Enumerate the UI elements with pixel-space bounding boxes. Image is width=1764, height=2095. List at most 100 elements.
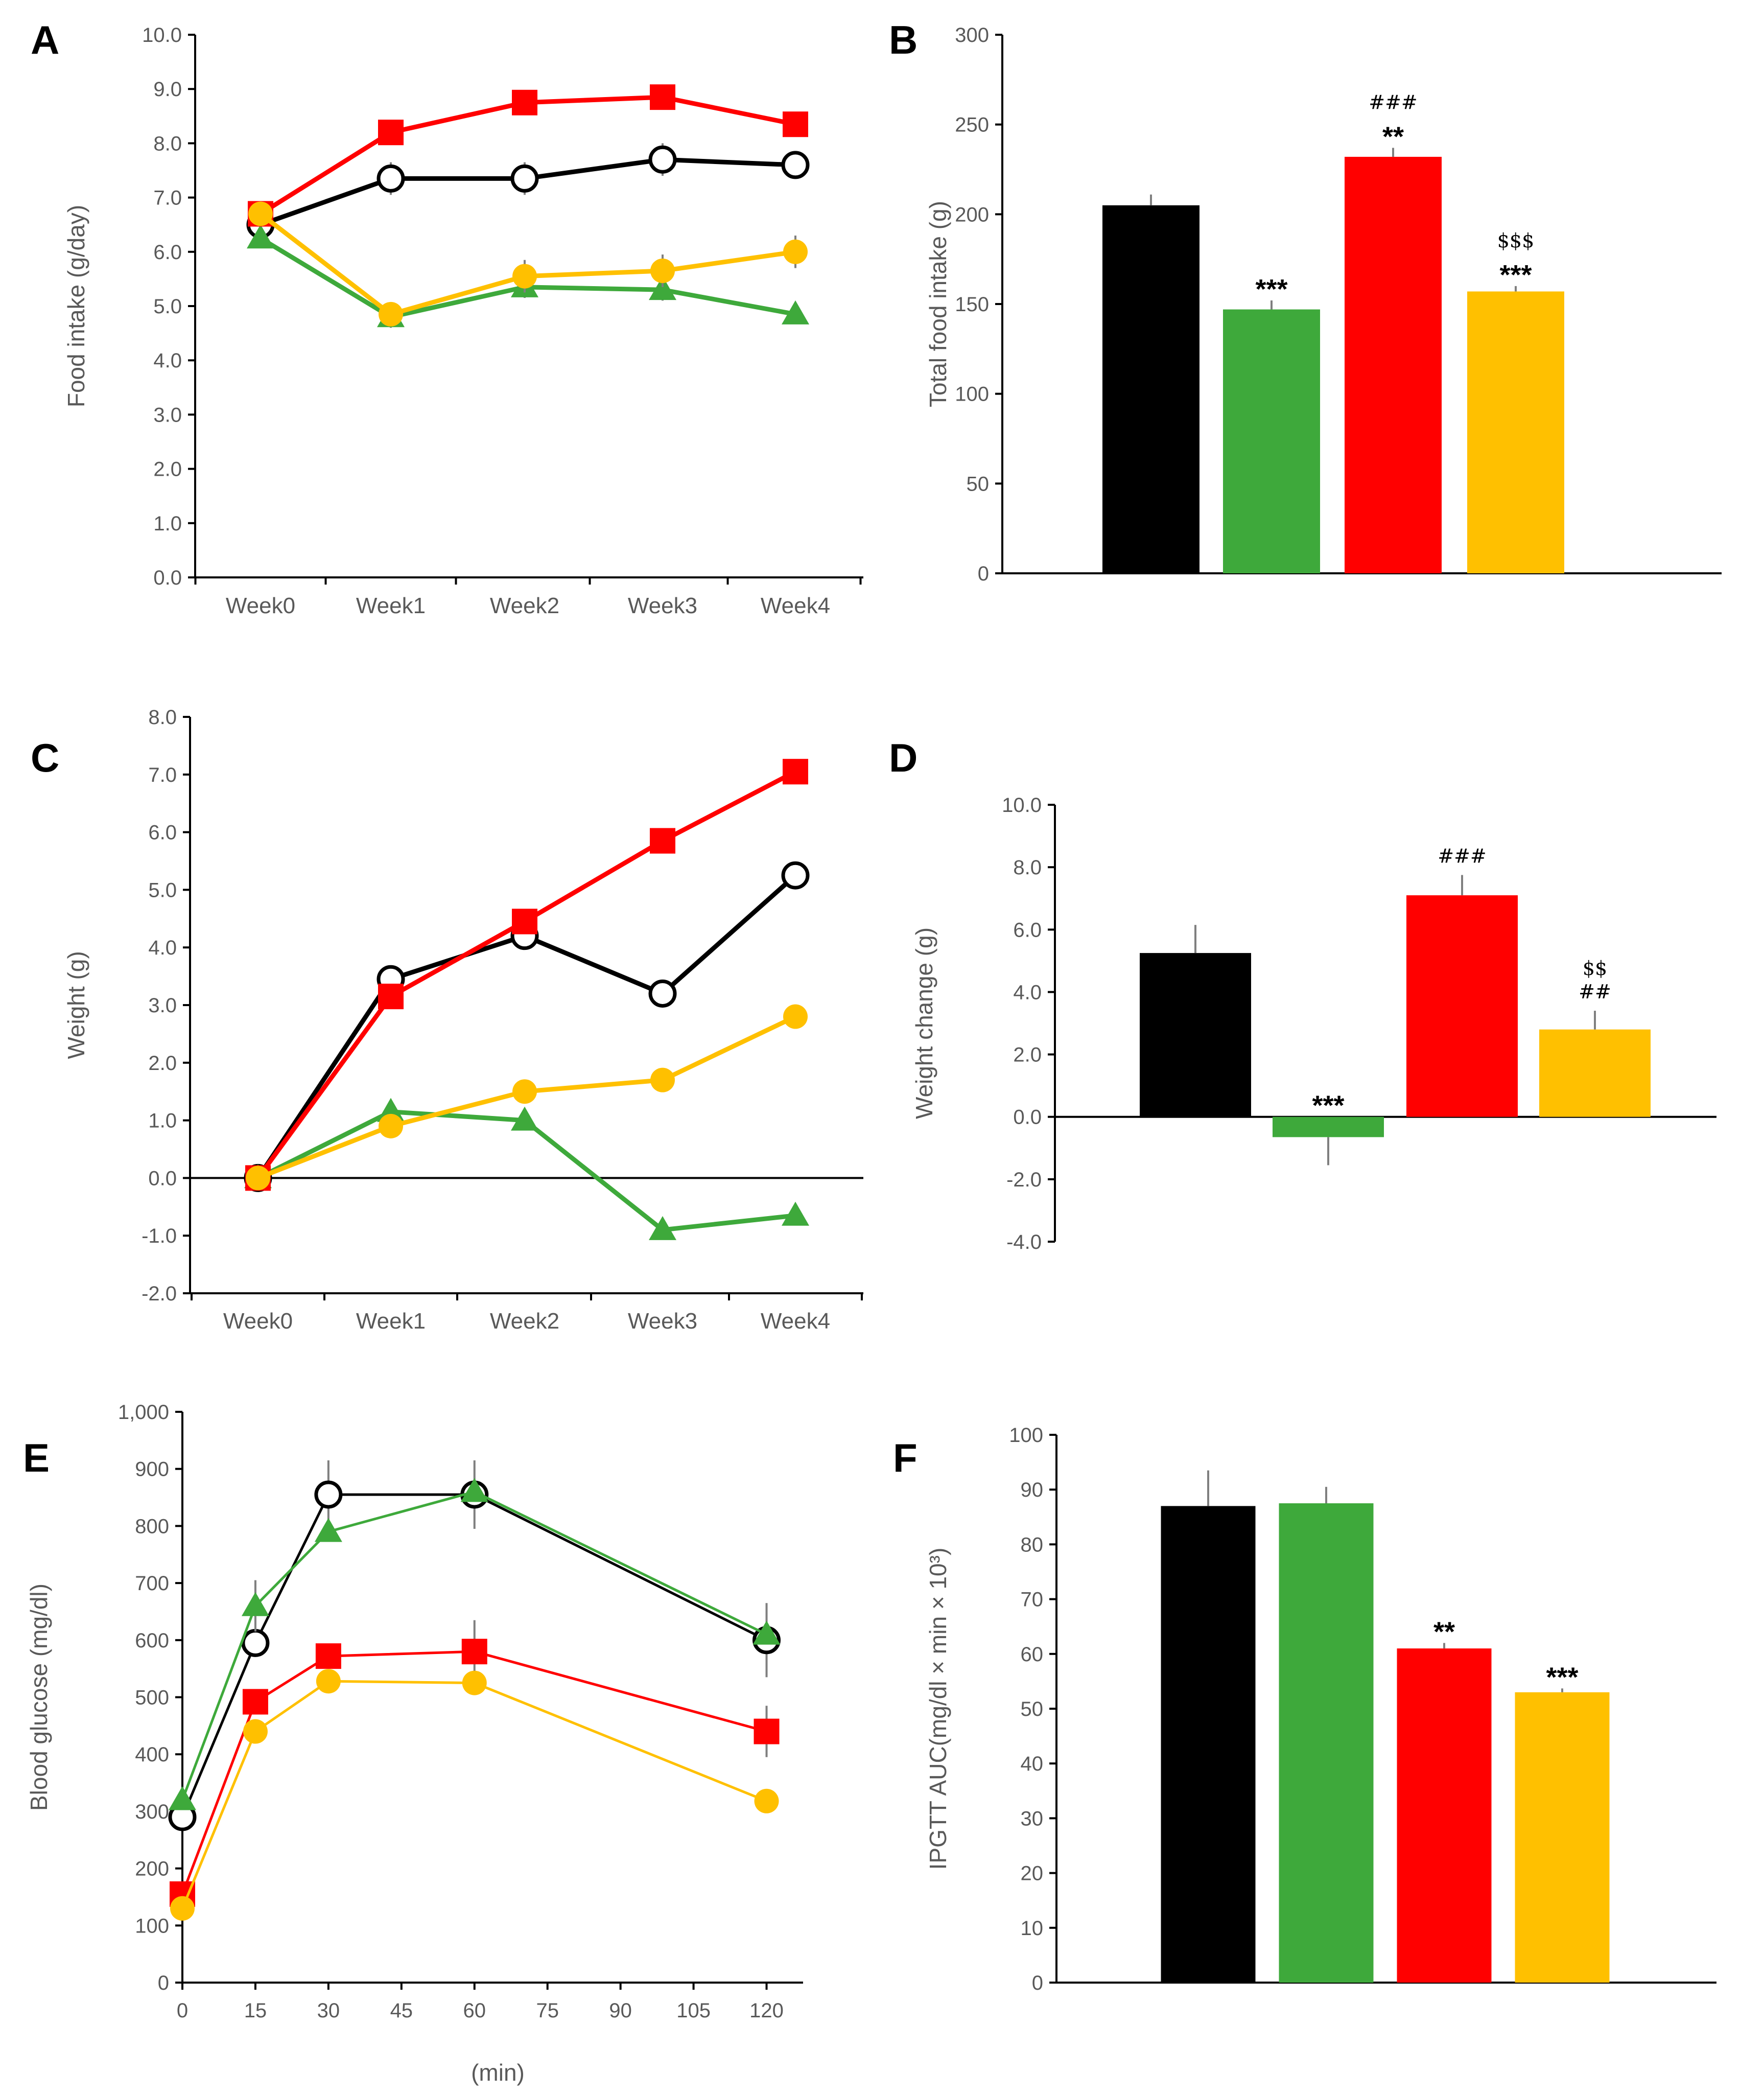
panel-letter: F	[893, 1435, 918, 1480]
data-point-open-circle	[510, 164, 539, 193]
y-tick-label: 5.0	[153, 295, 182, 318]
y-tick-label: 150	[955, 293, 989, 316]
x-tick-label: Week4	[761, 1309, 830, 1334]
x-tick-label: Week1	[356, 593, 426, 618]
data-point-triangle	[247, 224, 274, 249]
data-point-circle	[379, 1113, 403, 1138]
y-tick-label: 200	[955, 203, 989, 226]
series	[246, 143, 810, 239]
y-tick-label: 50	[967, 473, 990, 495]
data-point-circle	[246, 1166, 270, 1191]
y-tick-label: 2.0	[1013, 1044, 1042, 1066]
y-tick-label: 0	[1032, 1972, 1043, 1994]
bar	[1467, 291, 1564, 573]
series	[170, 1669, 779, 1921]
data-point-square	[783, 111, 808, 137]
y-tick-label: 4.0	[1013, 981, 1042, 1004]
panel-a: 0.0 1.0 2.0 3.0 4.0 5.0 6.0 7.0 8.0 9.0 10.0 Food i…	[31, 17, 863, 618]
y-axis-title: Blood glucose (mg/dl)	[26, 1584, 52, 1811]
y-tick-label: 6.0	[1013, 919, 1042, 941]
data-point-open-circle	[377, 164, 405, 193]
bar	[1223, 309, 1320, 573]
y-tick-label: 900	[135, 1458, 169, 1481]
data-point-square	[461, 1639, 487, 1665]
data-point-triangle	[782, 300, 809, 324]
significance-label: $$$	[1497, 229, 1535, 252]
significance-label: ***	[1312, 1090, 1344, 1121]
significance-label: $$	[1583, 957, 1607, 980]
x-tick-label: Week2	[490, 593, 559, 618]
panel-d: -4.0 -2.0 0.0 2.0 4.0 6.0 8.0 10.0 Weight change…	[889, 735, 1716, 1253]
y-axis-title: Weight (g)	[63, 951, 89, 1059]
y-tick-label: 9.0	[153, 78, 182, 101]
y-tick-label: 400	[135, 1743, 169, 1766]
data-point-open-circle	[648, 979, 677, 1008]
data-point-circle	[754, 1788, 779, 1813]
y-tick-label: 0.0	[1013, 1106, 1042, 1129]
data-point-square	[650, 84, 675, 110]
x-tick-label: Week2	[490, 1309, 559, 1334]
y-tick-label: 40	[1021, 1753, 1044, 1775]
series	[244, 1098, 809, 1240]
data-point-square	[754, 1718, 780, 1744]
bar	[1397, 1648, 1492, 1983]
data-point-triangle	[649, 276, 676, 300]
y-axis-title: IPGTT AUC(mg/dl × min × 10³)	[925, 1548, 951, 1870]
y-tick-label: 7.0	[148, 764, 177, 786]
significance-label: ###	[1438, 845, 1487, 867]
y-tick-label: 100	[135, 1915, 169, 1937]
significance-label: ###	[1369, 91, 1418, 113]
data-point-circle	[379, 301, 403, 327]
y-tick-label: 300	[955, 24, 989, 46]
data-point-triangle	[377, 1098, 405, 1122]
y-tick-label: 30	[1021, 1807, 1044, 1830]
bar	[1345, 156, 1442, 573]
data-point-circle	[512, 1079, 537, 1104]
y-tick-label: 8.0	[148, 706, 177, 729]
x-tick-label: Week4	[761, 593, 830, 618]
y-tick-label: 100	[1009, 1424, 1043, 1447]
x-tick-label: 105	[676, 1999, 711, 2022]
x-tick-label: 0	[177, 1999, 188, 2022]
y-tick-label: 60	[1021, 1643, 1044, 1666]
x-tick-label: Week3	[628, 1309, 697, 1334]
bar	[1279, 1503, 1374, 1983]
panel-letter: C	[31, 735, 59, 780]
x-tick-label: Week3	[628, 593, 697, 618]
y-tick-label: 10.0	[142, 24, 182, 46]
data-point-circle	[243, 1719, 268, 1744]
bar	[1161, 1506, 1256, 1983]
data-point-square	[650, 828, 675, 854]
data-point-triangle	[782, 1201, 809, 1226]
data-point-triangle	[241, 1592, 269, 1616]
data-point-open-circle	[648, 145, 677, 174]
data-point-circle	[650, 1067, 675, 1092]
data-point-square	[315, 1643, 341, 1669]
data-point-square	[378, 120, 404, 146]
series	[170, 1620, 780, 1907]
y-tick-label: 300	[135, 1801, 169, 1823]
y-tick-label: 600	[135, 1630, 169, 1652]
data-point-square	[512, 89, 537, 115]
x-tick-label: 90	[609, 1999, 632, 2022]
y-axis-title: Weight change (g)	[911, 927, 937, 1119]
data-point-circle	[316, 1669, 341, 1694]
data-point-circle	[650, 258, 675, 283]
data-point-square	[378, 984, 404, 1010]
x-tick-label: Week0	[226, 593, 295, 618]
data-point-triangle	[649, 1216, 676, 1240]
data-point-triangle	[169, 1786, 196, 1810]
y-tick-label: -1.0	[142, 1225, 177, 1247]
panel-c: -2.0 -1.0 0.0 1.0 2.0 3.0 4.0 5.0 6.0 7.0 8.0 Weigh…	[31, 706, 863, 1334]
y-tick-label: 70	[1021, 1589, 1044, 1611]
x-tick-label: Week0	[223, 1309, 293, 1334]
significance-label: ##	[1579, 981, 1611, 1003]
y-tick-label: -2.0	[1006, 1169, 1042, 1191]
data-point-circle	[462, 1670, 487, 1695]
y-tick-label: 200	[135, 1858, 169, 1880]
y-tick-label: 80	[1021, 1533, 1044, 1556]
y-tick-label: 500	[135, 1687, 169, 1709]
bar	[1102, 205, 1199, 573]
y-tick-label: 90	[1021, 1479, 1044, 1501]
